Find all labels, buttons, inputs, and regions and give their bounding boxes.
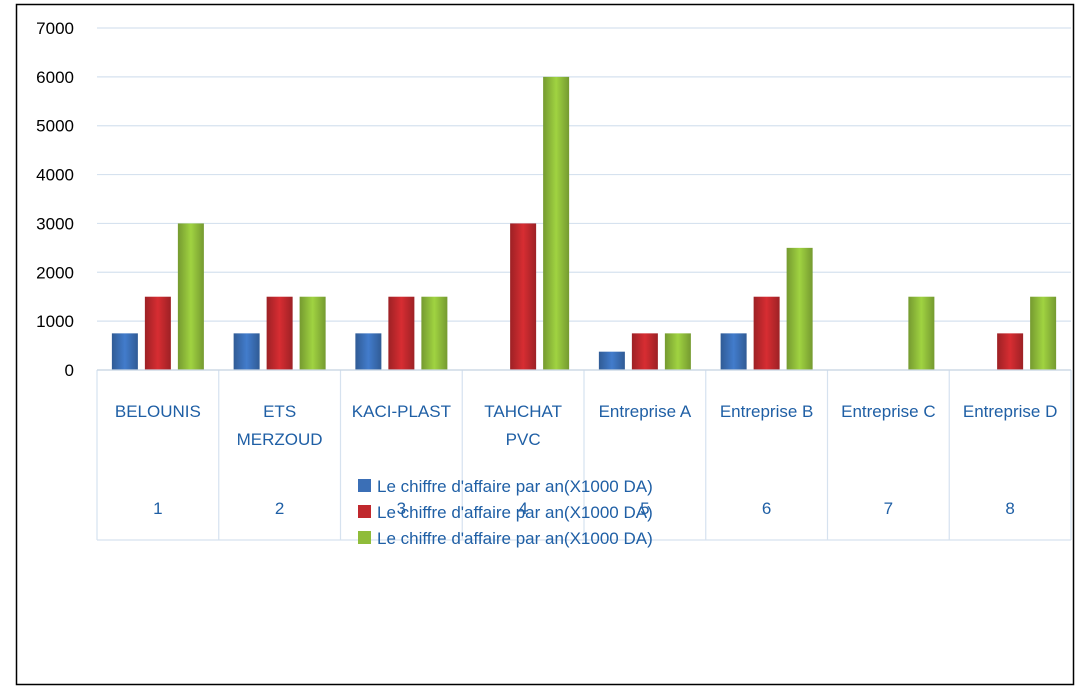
- bar: [1030, 296, 1057, 370]
- bar: [908, 296, 935, 370]
- bar: [510, 223, 537, 370]
- bar: [598, 351, 625, 370]
- legend-label: Le chiffre d'affaire par an(X1000 DA): [377, 477, 653, 496]
- legend-swatch: [358, 531, 371, 544]
- bar: [631, 333, 658, 370]
- bar: [997, 333, 1024, 370]
- category-number: 6: [762, 499, 771, 518]
- category-label: BELOUNIS: [115, 402, 201, 421]
- category-number: 8: [1005, 499, 1014, 518]
- legend-swatch: [358, 505, 371, 518]
- y-tick-label: 1000: [36, 312, 74, 331]
- bar: [266, 296, 293, 370]
- category-label: KACI-PLAST: [352, 402, 451, 421]
- bar: [753, 296, 780, 370]
- y-tick-label: 3000: [36, 214, 74, 233]
- category-label: ETS: [263, 402, 296, 421]
- legend-swatch: [358, 479, 371, 492]
- category-label: TAHCHAT: [484, 402, 562, 421]
- bar: [720, 333, 747, 370]
- category-number: 3: [397, 499, 406, 518]
- bar: [664, 333, 691, 370]
- category-label: Entreprise A: [599, 402, 692, 421]
- y-tick-label: 6000: [36, 68, 74, 87]
- category-number: 1: [153, 499, 162, 518]
- bar: [299, 296, 326, 370]
- bar: [144, 296, 171, 370]
- category-number: 4: [518, 499, 527, 518]
- bar: [177, 223, 204, 370]
- legend-label: Le chiffre d'affaire par an(X1000 DA): [377, 503, 653, 522]
- bar: [786, 247, 813, 370]
- bar: [233, 333, 260, 370]
- y-tick-label: 0: [65, 361, 74, 380]
- category-label: PVC: [506, 430, 541, 449]
- bar: [421, 296, 448, 370]
- bar: [388, 296, 415, 370]
- category-label: Entreprise B: [720, 402, 814, 421]
- bar: [355, 333, 382, 370]
- bar: [543, 76, 570, 370]
- y-tick-label: 7000: [36, 19, 74, 38]
- category-number: 2: [275, 499, 284, 518]
- category-number: 5: [640, 499, 649, 518]
- chart-border: [15, 3, 1075, 686]
- category-label: Entreprise D: [963, 402, 1057, 421]
- category-label: Entreprise C: [841, 402, 935, 421]
- y-tick-label: 4000: [36, 166, 74, 185]
- category-label: MERZOUD: [237, 430, 323, 449]
- bar: [111, 333, 138, 370]
- y-tick-label: 2000: [36, 263, 74, 282]
- legend-label: Le chiffre d'affaire par an(X1000 DA): [377, 529, 653, 548]
- y-tick-label: 5000: [36, 117, 74, 136]
- category-number: 7: [884, 499, 893, 518]
